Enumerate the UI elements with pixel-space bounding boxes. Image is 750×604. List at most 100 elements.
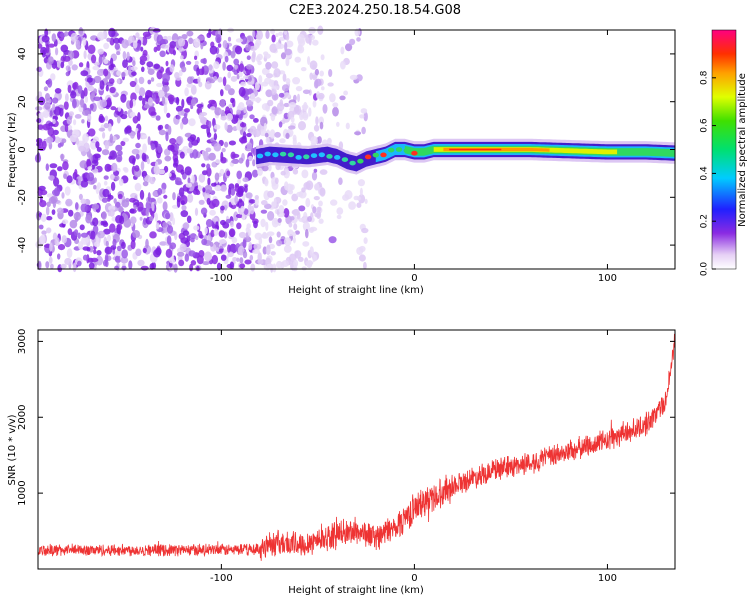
spectrogram-noise-speck xyxy=(213,228,219,236)
spectrogram-noise-speck xyxy=(72,82,77,90)
spectrogram-noise-speck xyxy=(305,34,312,44)
spectrogram-noise-speck xyxy=(309,246,314,257)
spectrogram-noise-speck xyxy=(65,93,69,102)
spectrogram-noise-speck xyxy=(299,111,304,121)
spectrogram-noise-speck xyxy=(342,194,350,201)
spectrogram-noise-speck xyxy=(276,102,285,112)
spectrogram-noise-speck xyxy=(270,251,276,256)
spectrogram-noise-speck xyxy=(173,157,179,167)
spectrogram-noise-speck xyxy=(147,136,151,146)
spectrogram-noise-speck xyxy=(214,172,220,181)
spectrogram-noise-speck xyxy=(159,241,168,246)
spectrogram-noise-speck xyxy=(74,169,78,177)
spectrogram-noise-speck xyxy=(201,163,206,168)
spectrogram-noise-speck xyxy=(226,64,234,72)
spectrogram-noise-speck xyxy=(175,180,183,186)
spectrogram-noise-speck xyxy=(109,223,116,233)
spectrogram-noise-speck xyxy=(340,46,345,55)
spectrogram-noise-speck xyxy=(260,209,268,214)
spectrogram-noise-speck xyxy=(59,223,66,228)
spectrogram-noise-speck xyxy=(217,76,223,83)
spectrogram-noise-speck xyxy=(181,34,188,40)
spectrogram-signal-blob xyxy=(279,151,287,157)
spectrogram-noise-speck xyxy=(97,31,105,41)
spectrogram-noise-speck xyxy=(38,224,44,230)
spectrogram-noise-speck xyxy=(236,109,242,115)
spectrogram-noise-speck xyxy=(154,212,158,222)
spectrogram-noise-speck xyxy=(66,175,73,184)
spectrogram-noise-speck xyxy=(167,94,175,103)
spectrogram-noise-speck xyxy=(69,219,78,229)
spectrogram-noise-speck xyxy=(345,122,350,130)
spectrogram-noise-speck xyxy=(195,235,199,241)
spectrogram-noise-speck xyxy=(298,121,306,131)
spectrogram-noise-speck xyxy=(157,188,163,196)
spectrogram-noise-speck xyxy=(332,106,339,117)
spectrogram-noise-speck xyxy=(61,219,69,225)
spectrogram-noise-speck xyxy=(349,38,356,46)
colorbar-tick-label: 0.8 xyxy=(700,70,710,85)
spectrogram-noise-speck xyxy=(292,168,299,175)
snr-x-ticks: -100 0 100 xyxy=(210,330,617,584)
snr-series-line xyxy=(37,333,676,561)
spectrogram-noise-speck xyxy=(208,120,212,129)
spectrogram-noise-speck xyxy=(253,243,262,250)
spectrogram-noise-speck xyxy=(281,84,290,92)
spectrogram-noise-speck xyxy=(79,224,85,231)
spectrogram-noise-speck xyxy=(204,184,213,194)
spectrogram-noise-speck xyxy=(81,236,89,245)
spectrogram-noise-speck xyxy=(35,106,43,111)
spectrogram-noise-speck xyxy=(201,238,208,246)
spectrogram-noise-speck xyxy=(248,242,253,251)
spectrogram-noise-speck xyxy=(132,115,139,124)
spectrogram-noise-speck xyxy=(257,259,264,265)
spectrogram-noise-speck xyxy=(48,256,53,264)
spectrogram-noise-speck xyxy=(247,204,252,211)
spectrogram-noise-speck xyxy=(162,201,168,211)
spectrogram-noise-speck xyxy=(256,42,260,48)
spectrogram-noise-speck xyxy=(80,70,89,77)
spectrogram-noise-speck xyxy=(243,208,249,216)
spectrogram-noise-speck xyxy=(278,92,285,98)
spectrogram-noise-speck xyxy=(343,90,348,96)
spectrogram-noise-speck xyxy=(187,177,191,185)
spectrogram-noise-speck xyxy=(130,66,138,71)
spectrogram-noise-speck xyxy=(288,102,297,108)
spectrogram-noise-speck xyxy=(178,259,185,267)
spectrogram-noise-speck xyxy=(163,194,168,199)
spectrogram-noise-speck xyxy=(348,201,356,210)
spectrogram-noise-speck xyxy=(303,182,311,190)
spectrogram-noise-speck xyxy=(149,263,155,270)
spectrogram-noise-speck xyxy=(60,44,69,53)
spectrogram-noise-speck xyxy=(176,115,181,120)
spectrogram-noise-speck xyxy=(120,113,128,120)
spectrogram-noise-speck xyxy=(356,196,361,201)
spectrogram-noise-speck xyxy=(102,132,106,139)
spectrogram-noise-speck xyxy=(193,225,200,231)
spectrogram-noise-speck xyxy=(176,198,181,208)
spectrogram-noise-speck xyxy=(166,112,171,118)
spectrogram-noise-speck xyxy=(132,40,138,49)
spectrogram-noise-speck xyxy=(238,63,245,73)
spectrogram-noise-speck xyxy=(238,71,243,78)
spectrogram-noise-speck xyxy=(359,114,365,119)
spectrogram-noise-speck xyxy=(177,251,185,257)
spectrogram-noise-speck xyxy=(150,77,155,82)
spectrogram-signal-blob xyxy=(326,154,333,159)
spectrogram-noise-speck xyxy=(78,62,84,68)
chart-title: C2E3.2024.250.18.54.G08 xyxy=(289,3,461,18)
spectrogram-noise-speck xyxy=(166,35,173,41)
spectrogram-noise-speck xyxy=(63,101,69,110)
spectrogram-noise-speck xyxy=(42,140,47,150)
spectrogram-noise-speck xyxy=(43,86,49,92)
spectrogram-noise-speck xyxy=(254,232,263,240)
spectrogram-noise-speck xyxy=(119,215,125,225)
spectrogram-noise-speck xyxy=(111,162,118,172)
spectrogram-noise-speck xyxy=(161,182,167,191)
spectrogram-noise-speck xyxy=(356,202,362,208)
spectrogram-noise-speck xyxy=(108,155,113,160)
spectrogram-noise-speck xyxy=(302,221,310,232)
spectrogram-noise-speck xyxy=(285,183,294,193)
spectrogram-noise-speck xyxy=(202,187,206,193)
spectrogram-noise-speck xyxy=(176,135,184,145)
